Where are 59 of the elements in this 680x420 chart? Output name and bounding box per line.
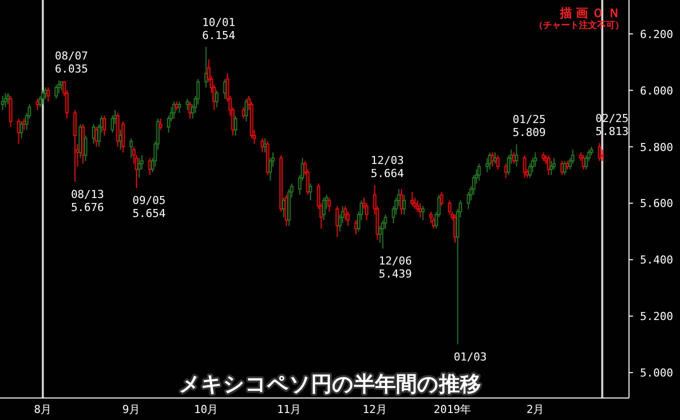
- candlestick: [223, 78, 226, 100]
- candlestick: [488, 152, 492, 170]
- candlestick: [410, 191, 414, 207]
- candlestick: [514, 144, 518, 168]
- candlestick: [20, 120, 24, 139]
- x-tick-label: 2月: [526, 403, 544, 416]
- annotation: 12/03 5.664: [370, 154, 404, 180]
- y-tick-label: 5.600: [640, 197, 674, 210]
- candlestick: [186, 98, 189, 111]
- y-tick-label: 6.200: [640, 28, 674, 41]
- candlestick: [328, 197, 331, 212]
- y-tick-label: 5.400: [640, 254, 674, 267]
- candlestick: [17, 118, 20, 144]
- candlestick: [322, 197, 326, 221]
- candlestick: [496, 154, 500, 170]
- candlestick: [563, 160, 566, 176]
- candlestick: [477, 163, 481, 182]
- x-tick-label: 10月: [194, 403, 218, 416]
- y-tick-label: 6.000: [640, 84, 674, 98]
- x-tick-label: 9月: [122, 403, 140, 416]
- candlestick: [547, 154, 550, 176]
- candlestick: [244, 98, 248, 122]
- annotation: 12/06 5.439: [378, 254, 412, 281]
- candlestick: [215, 90, 218, 108]
- annotation: 08/07 6.035: [54, 49, 88, 76]
- candlestick: [54, 84, 58, 100]
- candlestick: [41, 90, 44, 105]
- y-tick-label: 5.000: [640, 366, 674, 380]
- x-tick-label: 11月: [276, 403, 302, 416]
- candlestick: [73, 110, 77, 182]
- candlestick: [1, 95, 4, 111]
- candlestick: [138, 158, 141, 178]
- y-tick-label: 5.200: [640, 310, 674, 324]
- candlestick: [490, 152, 494, 168]
- candlestick: [421, 206, 425, 221]
- candlestick: [550, 160, 554, 176]
- candlestick: [402, 194, 406, 216]
- text: メキシコペソ円の半年間の推移: [179, 372, 481, 396]
- x-tick-label: 8月: [34, 403, 52, 416]
- candlestick: [121, 120, 125, 153]
- annotation: 01/03: [454, 350, 487, 364]
- candlestick: [522, 154, 526, 178]
- annotation: 08/13 5.676: [70, 188, 104, 214]
- candlestick: [130, 138, 133, 159]
- y-tick-label: 5.800: [640, 140, 674, 154]
- candlestick: [336, 206, 339, 238]
- candlestick: [178, 101, 181, 114]
- candlestick: [260, 138, 264, 153]
- x-tick-label: 2019年: [434, 403, 472, 416]
- candlestick: [102, 115, 106, 136]
- candlestick: [418, 202, 422, 218]
- candlestick: [4, 92, 7, 108]
- candlestick: [94, 126, 98, 148]
- annotation: 10/01 6.154: [202, 16, 236, 42]
- candlestick: [46, 87, 50, 102]
- annotation: 09/05 5.654: [132, 194, 166, 220]
- candlestick: [9, 95, 12, 128]
- x-tick-label: 12月: [362, 403, 387, 416]
- annotation: 01/25 5.809: [512, 113, 546, 140]
